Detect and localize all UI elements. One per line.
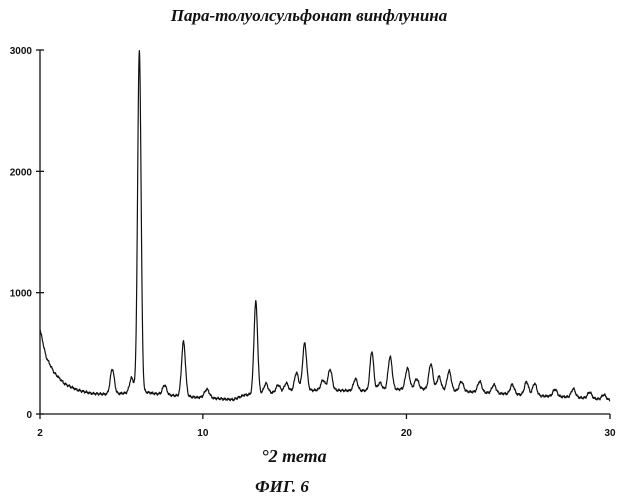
x-tick-label: 20 xyxy=(401,428,413,439)
x-tick-label: 30 xyxy=(604,428,616,439)
x-ticks: 2 10 20 30 xyxy=(37,414,616,439)
y-tick-label: 1000 xyxy=(10,289,33,300)
y-tick-label: 3000 xyxy=(10,46,33,57)
chart-title: Пара-толуолсульфонат винфлунина xyxy=(170,6,448,25)
axes xyxy=(39,50,610,415)
diffraction-trace xyxy=(39,50,611,402)
y-tick-label: 2000 xyxy=(10,167,33,178)
figure-caption: ФИГ. 6 xyxy=(255,477,309,496)
x-tick-label: 2 xyxy=(37,428,43,439)
x-axis-label: °2 тета xyxy=(261,446,326,466)
y-ticks: 0 1000 2000 3000 xyxy=(10,46,44,421)
x-tick-label: 10 xyxy=(197,428,209,439)
y-tick-label: 0 xyxy=(26,410,32,421)
